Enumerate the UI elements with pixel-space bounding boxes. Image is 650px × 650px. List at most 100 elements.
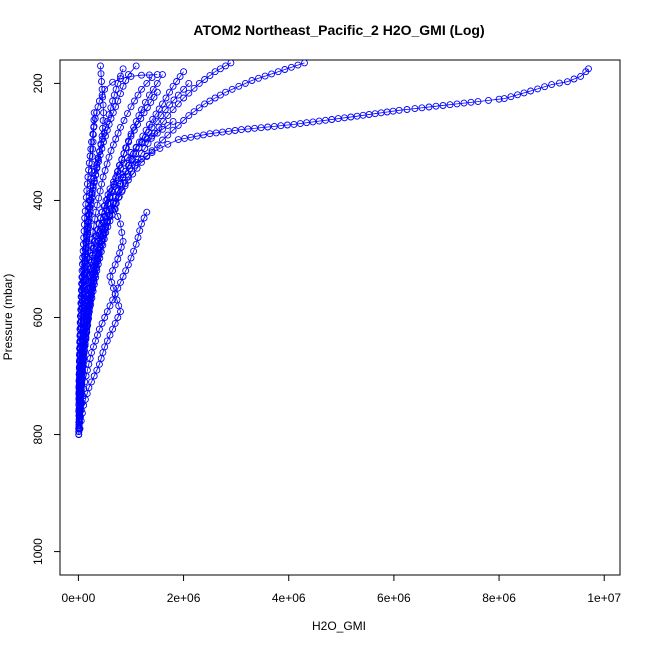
data-point bbox=[75, 390, 83, 398]
data-point bbox=[137, 115, 145, 122]
data-point bbox=[193, 132, 201, 140]
data-point bbox=[180, 94, 188, 102]
data-point bbox=[425, 103, 433, 111]
data-point bbox=[174, 121, 182, 129]
data-point bbox=[113, 171, 121, 179]
y-tick-label: 600 bbox=[31, 307, 45, 327]
data-point bbox=[132, 240, 140, 248]
data-point bbox=[143, 153, 151, 161]
data-point bbox=[88, 285, 96, 293]
data-point bbox=[187, 133, 195, 141]
y-tick-label: 400 bbox=[31, 190, 45, 210]
data-point bbox=[117, 123, 124, 131]
data-point bbox=[80, 234, 88, 242]
data-point bbox=[500, 95, 508, 103]
data-point bbox=[216, 65, 224, 73]
data-point bbox=[109, 109, 117, 117]
data-point bbox=[153, 129, 161, 137]
data-point bbox=[109, 97, 117, 105]
data-point bbox=[118, 229, 126, 237]
data-point bbox=[79, 297, 87, 305]
data-point bbox=[114, 284, 122, 292]
data-point bbox=[111, 261, 119, 269]
data-point bbox=[77, 293, 85, 301]
data-point bbox=[89, 273, 97, 281]
y-tick-label: 200 bbox=[31, 73, 45, 93]
data-point bbox=[149, 115, 157, 123]
data-point bbox=[75, 425, 83, 433]
data-point bbox=[82, 200, 90, 208]
data-point bbox=[164, 112, 172, 120]
data-point bbox=[109, 78, 117, 86]
series-line bbox=[78, 62, 305, 429]
data-point bbox=[77, 286, 85, 294]
data-point bbox=[195, 104, 203, 112]
data-point bbox=[122, 144, 130, 152]
data-point bbox=[117, 90, 124, 98]
data-point bbox=[248, 77, 256, 84]
data-point bbox=[264, 123, 272, 131]
data-point bbox=[78, 304, 86, 312]
data-point bbox=[495, 95, 503, 103]
data-point bbox=[112, 103, 120, 111]
data-point bbox=[76, 345, 84, 352]
data-point bbox=[75, 383, 83, 391]
data-point bbox=[78, 409, 86, 417]
data-point bbox=[122, 167, 130, 175]
x-tick-label: 8e+06 bbox=[482, 591, 516, 605]
data-point bbox=[556, 79, 563, 87]
data-point bbox=[127, 254, 135, 262]
data-point bbox=[147, 98, 155, 106]
data-point bbox=[206, 130, 214, 138]
data-point bbox=[157, 112, 165, 120]
data-point bbox=[127, 132, 135, 140]
data-point bbox=[76, 312, 84, 320]
data-point bbox=[76, 319, 84, 327]
data-point bbox=[582, 68, 590, 76]
data-point bbox=[109, 296, 117, 304]
data-point bbox=[124, 173, 132, 181]
x-tick-label: 0e+00 bbox=[62, 591, 96, 605]
data-point bbox=[112, 135, 120, 143]
data-point bbox=[92, 171, 100, 179]
data-point bbox=[432, 102, 440, 110]
y-tick-label: 1000 bbox=[31, 538, 45, 565]
data-point bbox=[222, 88, 230, 96]
data-point bbox=[122, 267, 130, 275]
data-point bbox=[460, 99, 468, 107]
data-point bbox=[120, 117, 128, 124]
data-point bbox=[75, 405, 83, 413]
data-point bbox=[190, 108, 198, 116]
data-point bbox=[141, 134, 149, 141]
data-point bbox=[180, 85, 188, 93]
data-point bbox=[93, 366, 101, 374]
data-point bbox=[124, 261, 132, 269]
data-point bbox=[117, 220, 124, 228]
data-point bbox=[206, 97, 214, 105]
data-point bbox=[101, 167, 109, 174]
data-point bbox=[96, 187, 104, 195]
data-point bbox=[97, 70, 105, 78]
data-point bbox=[159, 117, 167, 125]
data-point bbox=[148, 132, 156, 140]
data-point bbox=[120, 150, 128, 158]
data-point bbox=[83, 187, 91, 195]
data-point bbox=[117, 75, 124, 83]
data-point bbox=[91, 237, 99, 245]
data-point bbox=[83, 180, 91, 188]
data-point bbox=[114, 213, 122, 220]
data-point bbox=[95, 325, 103, 333]
data-point bbox=[301, 60, 308, 67]
data-point bbox=[268, 70, 276, 78]
data-point bbox=[99, 173, 107, 181]
data-point bbox=[88, 138, 95, 146]
data-point bbox=[174, 91, 182, 99]
data-point bbox=[270, 122, 278, 130]
data-point bbox=[99, 117, 107, 124]
data-point bbox=[98, 91, 106, 99]
data-point bbox=[439, 102, 447, 109]
data-point bbox=[120, 159, 128, 167]
data-point bbox=[152, 110, 160, 118]
data-point bbox=[114, 255, 122, 263]
